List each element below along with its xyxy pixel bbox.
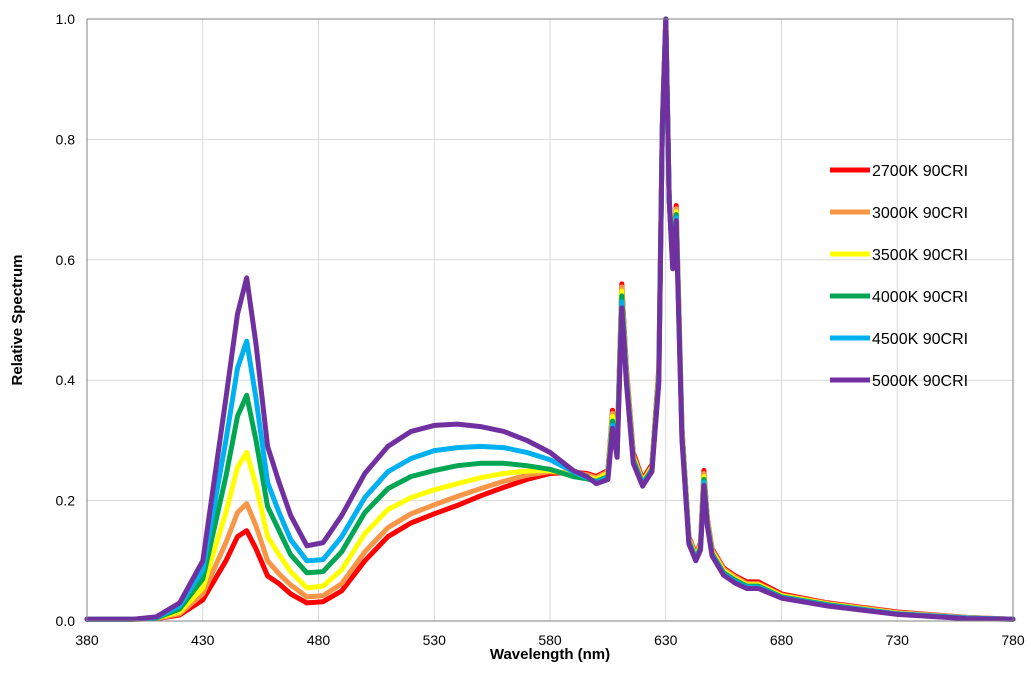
legend-label: 3000K 90CRI bbox=[872, 205, 968, 222]
series-lines bbox=[84, 16, 1016, 622]
y-axis-title: Relative Spectrum bbox=[9, 255, 26, 386]
y-tick-labels: 0.0 0.2 0.4 0.6 0.8 1.0 bbox=[56, 11, 76, 629]
x-tick-label: 480 bbox=[307, 632, 331, 648]
x-tick-label: 730 bbox=[886, 632, 910, 648]
x-tick-label: 780 bbox=[1001, 632, 1025, 648]
x-tick-label: 680 bbox=[770, 632, 794, 648]
x-axis-title: Wavelength (nm) bbox=[490, 646, 610, 663]
y-tick-label: 0.8 bbox=[56, 131, 76, 147]
y-tick-label: 1.0 bbox=[56, 11, 76, 27]
plot-area-frame bbox=[86, 18, 1014, 622]
y-tick-label: 0.0 bbox=[56, 613, 76, 629]
y-tick-label: 0.4 bbox=[56, 372, 76, 388]
legend-label: 2700K 90CRI bbox=[872, 163, 968, 180]
x-tick-label: 430 bbox=[191, 632, 215, 648]
y-tick-label: 0.6 bbox=[56, 252, 76, 268]
x-tick-label: 630 bbox=[654, 632, 678, 648]
legend: 2700K 90CRI 3000K 90CRI 3500K 90CRI 4000K 9… bbox=[830, 163, 968, 390]
x-tick-label: 580 bbox=[538, 632, 562, 648]
series-line-5 bbox=[84, 16, 1016, 622]
legend-label: 3500K 90CRI bbox=[872, 247, 968, 264]
legend-label: 4500K 90CRI bbox=[872, 331, 968, 348]
x-tick-label: 530 bbox=[423, 632, 447, 648]
legend-label: 5000K 90CRI bbox=[872, 373, 968, 390]
x-tick-labels: 380 430 480 530 580 630 680 730 780 bbox=[75, 632, 1025, 648]
x-tick-label: 380 bbox=[75, 632, 99, 648]
y-tick-label: 0.2 bbox=[56, 493, 76, 509]
grid bbox=[86, 18, 1014, 622]
legend-label: 4000K 90CRI bbox=[872, 289, 968, 306]
